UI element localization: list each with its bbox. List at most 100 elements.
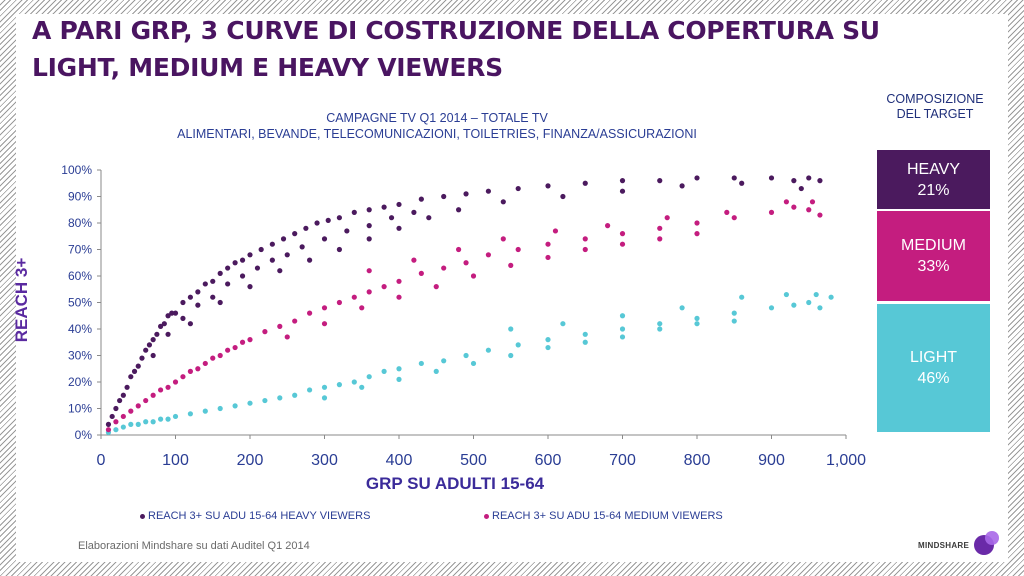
data-point-light: [321, 384, 328, 390]
data-point-heavy: [239, 257, 246, 263]
data-point-medium: [105, 427, 112, 433]
data-point-medium: [582, 246, 588, 253]
data-point-heavy: [351, 209, 357, 215]
data-point-medium: [359, 305, 365, 311]
legend-label-heavy: REACH 3+ SU ADU 15-64 HEAVY VIEWERS: [148, 510, 371, 522]
data-point-light: [307, 387, 313, 393]
data-point-heavy: [135, 363, 141, 369]
legend-label-medium: REACH 3+ SU ADU 15-64 MEDIUM VIEWERS: [492, 510, 723, 522]
x-tick-label: 600: [535, 452, 562, 469]
data-point-medium: [731, 215, 737, 221]
data-point-heavy: [694, 175, 700, 181]
data-point-light: [277, 395, 283, 401]
data-point-light: [463, 352, 469, 359]
data-point-medium: [247, 337, 253, 343]
data-point-light: [806, 299, 812, 306]
data-point-medium: [396, 294, 402, 300]
composition-heavy-value: 21%: [917, 181, 950, 199]
data-point-heavy: [139, 355, 145, 361]
data-point-light: [418, 360, 424, 367]
data-point-light: [113, 427, 119, 433]
data-point-medium: [418, 270, 424, 276]
data-point-light: [381, 368, 387, 374]
data-point-heavy: [456, 207, 462, 213]
data-point-heavy: [739, 180, 745, 186]
data-point-medium: [135, 403, 141, 409]
data-point-heavy: [217, 299, 223, 306]
data-point-light: [657, 321, 663, 327]
data-point-light: [150, 419, 156, 425]
data-point-medium: [433, 284, 439, 290]
data-point-light: [694, 315, 700, 321]
legend-item-heavy: REACH 3+ SU ADU 15-64 HEAVY VIEWERS: [140, 510, 370, 522]
mindshare-logo: MINDSHARE: [918, 531, 1000, 559]
data-point-medium: [806, 207, 812, 213]
data-point-medium: [336, 299, 342, 306]
data-point-light: [739, 294, 745, 300]
data-point-light: [128, 421, 134, 427]
data-point-light: [560, 321, 566, 327]
data-point-medium: [545, 241, 551, 247]
data-point-light: [336, 382, 342, 388]
data-point-light: [202, 408, 208, 414]
data-point-heavy: [202, 281, 208, 287]
data-point-medium: [113, 419, 119, 425]
data-point-heavy: [172, 310, 179, 316]
data-point-heavy: [150, 337, 156, 343]
data-point-heavy: [128, 374, 134, 380]
data-point-heavy: [247, 252, 253, 258]
data-point-light: [817, 305, 823, 311]
data-point-light: [619, 313, 626, 319]
data-point-medium: [411, 257, 417, 263]
data-point-heavy: [303, 225, 309, 231]
data-point-heavy: [146, 342, 153, 348]
data-point-heavy: [239, 273, 246, 279]
data-point-medium: [463, 260, 469, 266]
data-point-medium: [321, 321, 328, 327]
data-point-heavy: [169, 310, 175, 316]
data-point-heavy: [336, 246, 342, 253]
data-point-light: [292, 392, 298, 398]
data-point-medium: [150, 392, 156, 398]
data-point-heavy: [388, 215, 395, 221]
data-point-heavy: [292, 231, 298, 237]
x-tick-label: 800: [684, 452, 711, 469]
data-point-heavy: [180, 315, 186, 321]
data-point-heavy: [180, 299, 186, 306]
data-point-medium: [202, 360, 208, 367]
data-point-heavy: [277, 268, 283, 274]
composition-heavy-label: HEAVY: [906, 160, 961, 178]
data-point-medium: [239, 339, 246, 345]
composition-medium: MEDIUM 33%: [877, 211, 990, 301]
data-point-medium: [783, 199, 790, 205]
x-tick-label: 700: [609, 452, 636, 469]
data-point-heavy: [731, 175, 737, 181]
data-point-heavy: [325, 217, 331, 223]
data-point-medium: [262, 329, 268, 335]
data-point-medium: [657, 225, 663, 231]
data-point-light: [262, 397, 268, 404]
data-point-light: [359, 384, 365, 390]
composition-title-line1: COMPOSIZIONE: [886, 92, 984, 106]
data-point-heavy: [113, 405, 119, 412]
data-point-light: [165, 416, 171, 422]
data-point-heavy: [768, 175, 775, 181]
data-point-heavy: [381, 204, 387, 210]
data-point-medium: [128, 408, 134, 414]
data-point-medium: [195, 366, 201, 372]
data-point-medium: [284, 334, 290, 340]
data-point-heavy: [657, 178, 663, 184]
data-point-medium: [508, 262, 514, 268]
slide-canvas: [16, 14, 1008, 562]
data-point-heavy: [619, 188, 626, 194]
data-point-heavy: [321, 236, 328, 242]
data-point-medium: [515, 246, 521, 253]
data-point-heavy: [314, 220, 320, 226]
data-point-heavy: [254, 265, 261, 271]
data-point-heavy: [806, 175, 812, 181]
data-point-medium: [552, 228, 559, 234]
data-point-medium: [396, 278, 402, 284]
data-point-heavy: [396, 201, 402, 208]
logo-wordmark: MINDSHARE: [918, 540, 970, 550]
data-point-medium: [225, 347, 231, 353]
